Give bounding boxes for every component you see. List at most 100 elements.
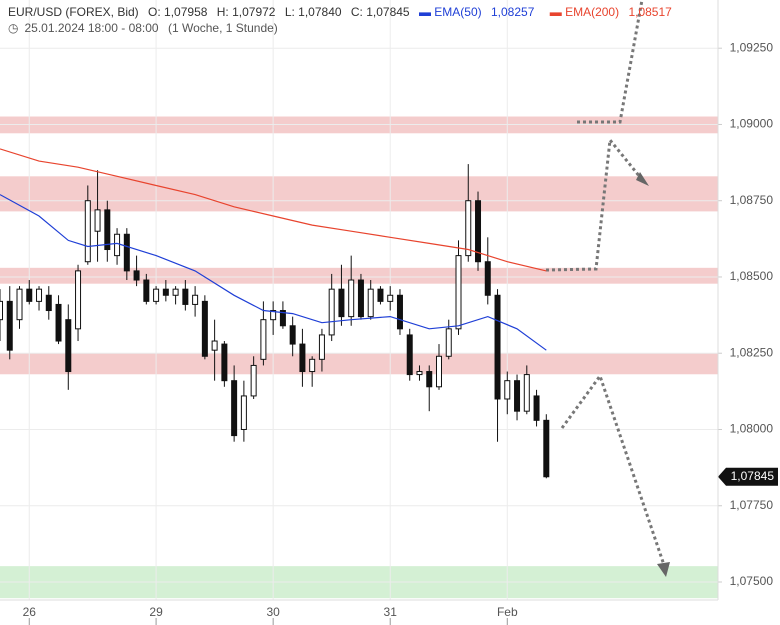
candle-body bbox=[153, 288, 160, 302]
candle-body bbox=[377, 288, 384, 302]
candle-body bbox=[387, 294, 394, 302]
candle-body bbox=[26, 288, 33, 302]
range: (1 Woche, 1 Stunde) bbox=[167, 21, 278, 35]
y-tick-label: 1,07500 bbox=[730, 574, 774, 588]
legend-ema200: ▬ EMA(200) 1,08517 bbox=[549, 5, 672, 19]
legend-name: EMA(50) bbox=[434, 5, 482, 19]
candle-body bbox=[289, 325, 296, 345]
x-tick-label: 26 bbox=[23, 605, 37, 619]
low: L: 1,07840 bbox=[284, 5, 342, 19]
candle-body bbox=[250, 364, 257, 397]
y-tick-label: 1,08250 bbox=[730, 345, 774, 359]
candle-body bbox=[221, 343, 228, 382]
candle-body bbox=[279, 310, 286, 327]
candle-body bbox=[318, 334, 325, 360]
legend-name: EMA(200) bbox=[565, 5, 620, 19]
candle-body bbox=[357, 279, 364, 318]
candle-body bbox=[123, 233, 130, 272]
x-tick-label: 31 bbox=[384, 605, 398, 619]
projection bbox=[577, 0, 644, 124]
last-price-label: 1,07845 bbox=[731, 469, 775, 483]
candle-body bbox=[231, 380, 238, 437]
high: H: 1,07972 bbox=[216, 5, 276, 19]
zone bbox=[0, 267, 718, 284]
candle-body bbox=[16, 288, 23, 321]
candle-body bbox=[192, 294, 199, 305]
candle-body bbox=[36, 288, 43, 302]
projection-arrows bbox=[545, 0, 667, 569]
header-line: EUR/USD (FOREX, Bid) O: 1,07958 H: 1,079… bbox=[8, 4, 684, 20]
candle-body bbox=[426, 371, 433, 388]
candle-body bbox=[84, 200, 91, 263]
header: EUR/USD (FOREX, Bid) O: 1,07958 H: 1,079… bbox=[8, 4, 684, 36]
candle-body bbox=[55, 303, 62, 342]
candle-body bbox=[494, 294, 501, 400]
y-tick-label: 1,09000 bbox=[730, 117, 774, 131]
open: O: 1,07958 bbox=[148, 5, 208, 19]
candle-body bbox=[65, 319, 72, 373]
candle-body bbox=[133, 270, 140, 281]
zone bbox=[0, 176, 718, 212]
candle-body bbox=[299, 343, 306, 373]
candle-body bbox=[162, 288, 169, 296]
projection bbox=[545, 136, 642, 272]
candle-body bbox=[543, 419, 550, 478]
candle-body bbox=[309, 358, 316, 373]
period: 25.01.2024 18:00 - 08:00 bbox=[24, 21, 159, 35]
y-tick-label: 1,08000 bbox=[730, 422, 774, 436]
x-tick-label: 29 bbox=[149, 605, 163, 619]
candle-body bbox=[455, 255, 462, 330]
candle-body bbox=[523, 374, 530, 412]
candle-body bbox=[504, 380, 511, 400]
candle-body bbox=[416, 371, 423, 376]
candle-body bbox=[104, 209, 111, 251]
y-tick-label: 1,08750 bbox=[730, 193, 774, 207]
candle-body bbox=[270, 310, 277, 321]
candle-body bbox=[465, 200, 472, 257]
header-line: ◷ 25.01.2024 18:00 - 08:00 (1 Woche, 1 St… bbox=[8, 20, 684, 36]
y-tick-label: 1,07750 bbox=[730, 498, 774, 512]
candle-body bbox=[533, 395, 540, 421]
candle-body bbox=[114, 233, 121, 257]
candle-body bbox=[328, 288, 335, 336]
candle-body bbox=[201, 300, 208, 357]
legend-value: 1,08257 bbox=[490, 5, 535, 19]
candle-body bbox=[240, 395, 247, 430]
clock-icon: ◷ bbox=[8, 21, 19, 35]
x-tick-label: Feb bbox=[497, 605, 518, 619]
candle-body bbox=[143, 279, 150, 302]
y-tick-label: 1,08500 bbox=[730, 269, 774, 283]
projection bbox=[560, 372, 667, 569]
candle-body bbox=[45, 294, 52, 312]
candle-body bbox=[182, 288, 189, 305]
candle-body bbox=[75, 270, 82, 330]
candle-body bbox=[475, 200, 482, 263]
legend-ema50: ▬ EMA(50) 1,08257 bbox=[418, 5, 535, 19]
candle-body bbox=[514, 380, 521, 412]
candle-body bbox=[396, 294, 403, 330]
last-price-tag bbox=[718, 467, 778, 486]
legend-value: 1,08517 bbox=[628, 5, 672, 19]
symbol: EUR/USD (FOREX, Bid) bbox=[8, 5, 139, 19]
candle-body bbox=[6, 300, 13, 351]
candle-body bbox=[211, 340, 218, 351]
candle-body bbox=[0, 300, 3, 321]
y-tick-label: 1,09250 bbox=[730, 40, 774, 54]
candle-body bbox=[172, 288, 179, 296]
candle-body bbox=[338, 288, 345, 318]
x-tick-label: 30 bbox=[266, 605, 280, 619]
candle-body bbox=[445, 328, 452, 357]
candle-body bbox=[94, 209, 101, 232]
candle-body bbox=[260, 319, 267, 360]
arrow-head bbox=[657, 562, 670, 577]
ema-line bbox=[0, 194, 547, 351]
zone bbox=[0, 353, 718, 375]
candle-body bbox=[435, 355, 442, 388]
candle-body bbox=[484, 261, 491, 296]
candle-body bbox=[367, 288, 374, 318]
candle-body bbox=[406, 334, 413, 376]
close: C: 1,07845 bbox=[350, 5, 410, 19]
ema-line bbox=[0, 148, 547, 272]
